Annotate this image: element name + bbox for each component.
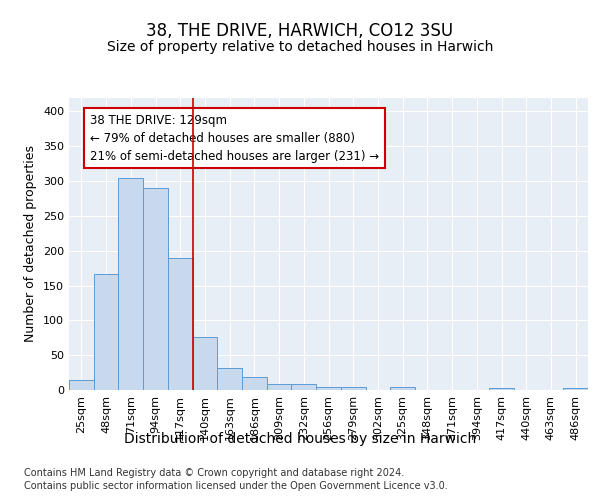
Bar <box>193 337 217 390</box>
Bar <box>390 386 415 390</box>
Text: Contains public sector information licensed under the Open Government Licence v3: Contains public sector information licen… <box>24 481 448 491</box>
Bar <box>217 368 242 390</box>
Bar <box>563 388 588 390</box>
Text: Distribution of detached houses by size in Harwich: Distribution of detached houses by size … <box>124 432 476 446</box>
Text: Size of property relative to detached houses in Harwich: Size of property relative to detached ho… <box>107 40 493 54</box>
Bar <box>69 380 94 390</box>
Text: 38, THE DRIVE, HARWICH, CO12 3SU: 38, THE DRIVE, HARWICH, CO12 3SU <box>146 22 454 40</box>
Bar <box>292 384 316 390</box>
Bar <box>94 274 118 390</box>
Text: Contains HM Land Registry data © Crown copyright and database right 2024.: Contains HM Land Registry data © Crown c… <box>24 468 404 477</box>
Bar <box>316 386 341 390</box>
Bar <box>341 386 365 390</box>
Bar <box>489 388 514 390</box>
Bar <box>242 378 267 390</box>
Text: 38 THE DRIVE: 129sqm
← 79% of detached houses are smaller (880)
21% of semi-deta: 38 THE DRIVE: 129sqm ← 79% of detached h… <box>90 114 379 162</box>
Bar <box>143 188 168 390</box>
Y-axis label: Number of detached properties: Number of detached properties <box>25 145 37 342</box>
Bar <box>267 384 292 390</box>
Bar <box>118 178 143 390</box>
Bar <box>168 258 193 390</box>
